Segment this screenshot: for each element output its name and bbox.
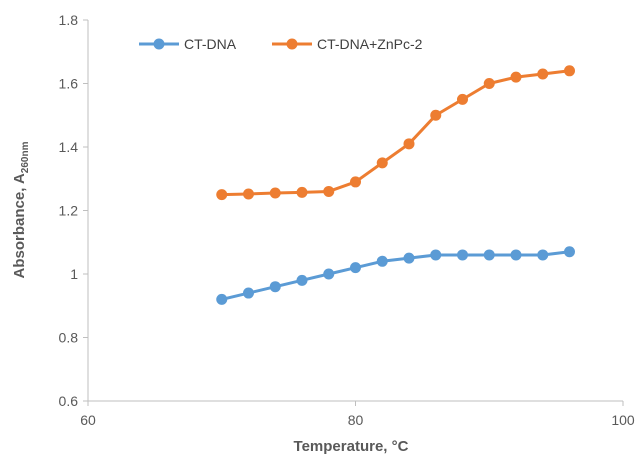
- data-point-ct-dna-znpc-2: [483, 78, 495, 89]
- data-point-ct-dna: [296, 274, 308, 286]
- data-point-ct-dna: [323, 268, 335, 280]
- data-point-ct-dna-znpc-2: [403, 138, 415, 150]
- data-point-ct-dna-znpc-2: [564, 65, 575, 77]
- legend: CT-DNA CT-DNA+ZnPc-2: [139, 36, 423, 52]
- x-axis: 60 80 100: [80, 400, 635, 428]
- data-point-ct-dna: [350, 262, 361, 274]
- data-point-ct-dna: [457, 249, 468, 261]
- y-tick-label: 1.8: [59, 12, 79, 28]
- legend-marker-ct-dna-znpc: [286, 38, 298, 50]
- y-axis: 0.6 0.8 1 1.2 1.4 1.6 1.8: [59, 12, 89, 409]
- data-point-ct-dna-znpc-2: [243, 188, 254, 200]
- data-point-ct-dna: [430, 249, 442, 261]
- data-point-ct-dna-znpc-2: [510, 71, 522, 83]
- y-tick-label: 1.2: [59, 203, 79, 219]
- data-point-ct-dna: [403, 252, 415, 264]
- legend-label-ct-dna: CT-DNA: [184, 36, 237, 52]
- legend-label-ct-dna-znpc: CT-DNA+ZnPc-2: [317, 36, 423, 52]
- data-point-ct-dna-znpc-2: [457, 93, 468, 105]
- y-tick-label: 1: [70, 266, 78, 282]
- data-point-ct-dna: [564, 246, 575, 258]
- data-point-ct-dna: [269, 281, 281, 293]
- y-axis-title-main: Absorbance, A: [11, 173, 28, 278]
- x-axis-title: Temperature, °C: [294, 438, 409, 455]
- y-tick-label: 1.4: [59, 139, 79, 155]
- data-point-ct-dna-znpc-2: [323, 185, 335, 197]
- data-point-ct-dna: [537, 249, 549, 261]
- x-tick-label: 80: [348, 412, 364, 428]
- data-point-ct-dna-znpc-2: [216, 189, 228, 201]
- data-point-ct-dna-znpc-2: [430, 109, 442, 121]
- data-point-ct-dna-znpc-2: [376, 157, 388, 169]
- data-point-ct-dna-znpc-2: [269, 187, 281, 199]
- y-tick-label: 0.8: [59, 330, 79, 346]
- plot-area: [216, 65, 575, 305]
- y-tick-label: 0.6: [59, 393, 79, 409]
- data-point-ct-dna: [483, 249, 495, 261]
- y-axis-title-subscript: 260nm: [20, 141, 31, 173]
- data-point-ct-dna: [376, 255, 388, 267]
- x-tick-label: 60: [80, 412, 96, 428]
- y-axis-title: Absorbance, A260nm: [11, 141, 31, 278]
- y-tick-label: 1.6: [59, 76, 79, 92]
- series-line-ct-dna-znpc-2: [221, 69, 570, 197]
- data-point-ct-dna-znpc-2: [537, 68, 549, 80]
- data-point-ct-dna-znpc-2: [350, 176, 361, 188]
- data-point-ct-dna: [243, 287, 254, 299]
- x-tick-label: 100: [611, 412, 635, 428]
- legend-marker-ct-dna: [153, 38, 165, 50]
- data-point-ct-dna: [216, 293, 228, 305]
- data-point-ct-dna-znpc-2: [296, 186, 308, 198]
- data-point-ct-dna: [510, 249, 522, 261]
